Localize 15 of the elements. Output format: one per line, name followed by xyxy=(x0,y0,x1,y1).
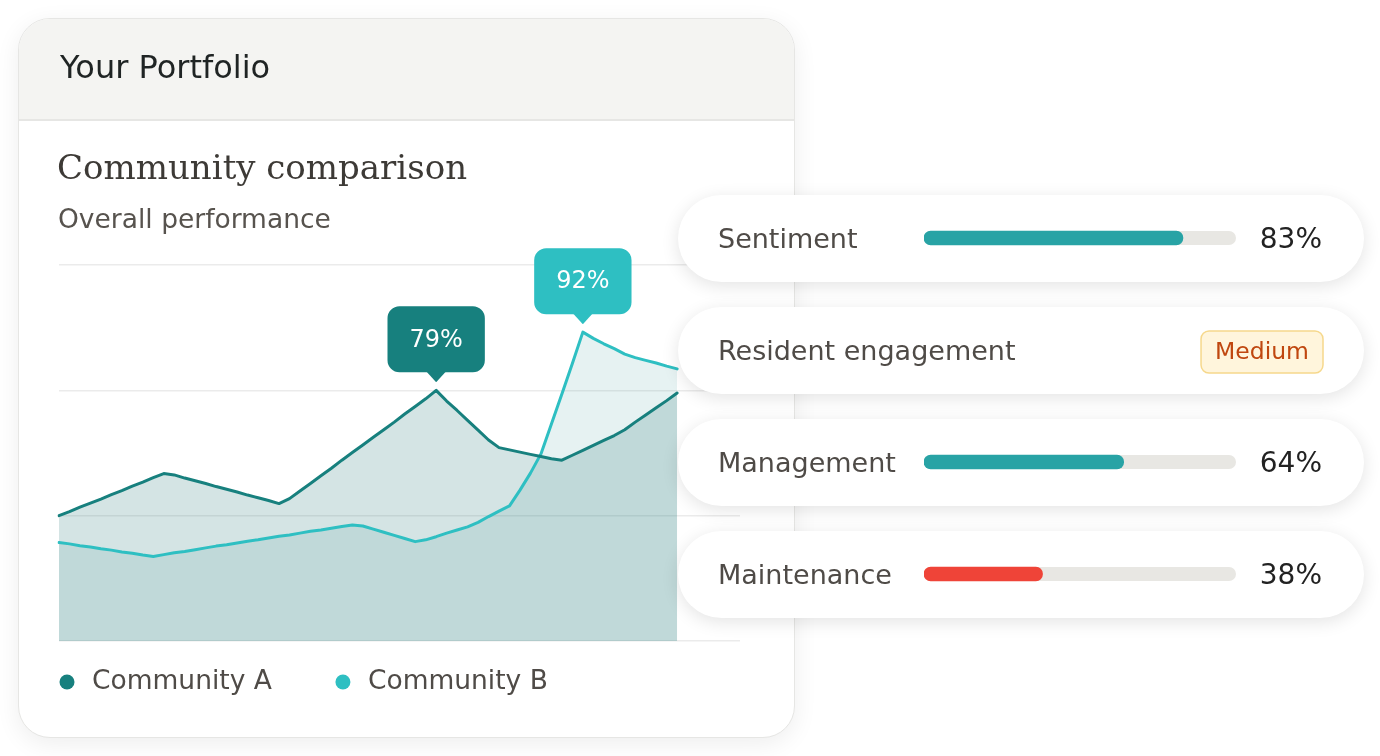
y-tick-label: Management xyxy=(718,447,896,479)
text: Medium xyxy=(1215,337,1309,366)
legend-label: Community B xyxy=(367,663,548,695)
data-label: 92% xyxy=(556,266,610,295)
text: Your Portfolio xyxy=(59,48,271,87)
data-label: 38% xyxy=(1259,558,1322,592)
data-label: 79% xyxy=(409,324,463,353)
data-label: 64% xyxy=(1259,446,1322,480)
legend-label: Community A xyxy=(92,663,272,695)
y-tick-label: Resident engagement xyxy=(718,335,1016,367)
chart-title: Community comparison xyxy=(57,146,468,187)
y-tick-label: Sentiment xyxy=(718,223,858,255)
data-label: 83% xyxy=(1259,222,1322,256)
y-tick-label: Maintenance xyxy=(718,559,892,591)
chart-subtitle: Overall performance xyxy=(58,202,331,234)
